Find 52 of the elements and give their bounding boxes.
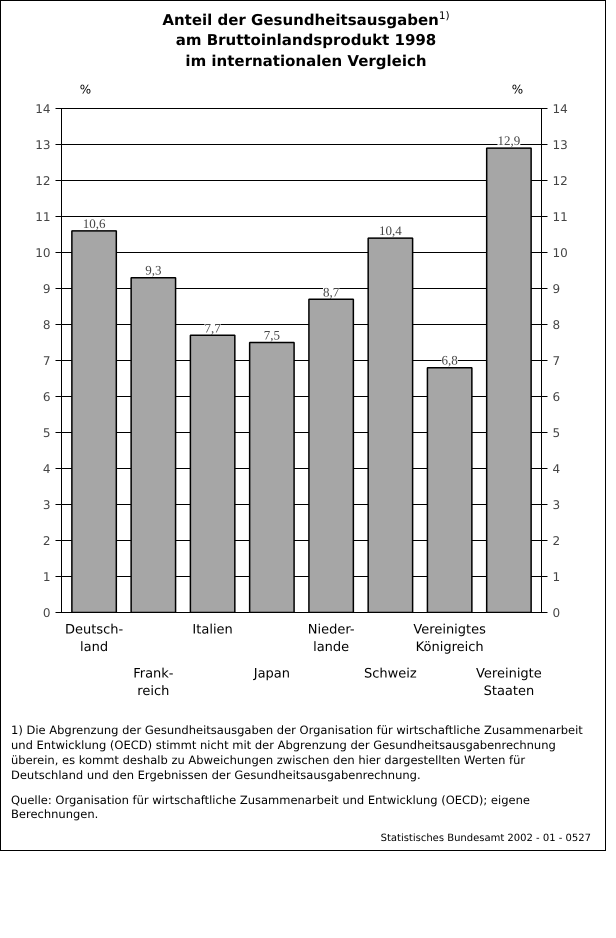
y-tick-label: 10 xyxy=(35,246,51,260)
y-tick-label: 0 xyxy=(42,606,51,620)
y-tick-label: 14 xyxy=(35,102,51,116)
data-label: 12,9 xyxy=(498,132,520,148)
y2-tick-label: 1 xyxy=(552,570,560,584)
y2-tick-label: 0 xyxy=(552,606,560,620)
y-tick-label: 3 xyxy=(42,498,51,512)
text: 1) Die Abgrenzung der Gesundheitsausgaben der Organisation für wirtschaftliche Zusammenarbeit und Entwicklung (OECD) stimmt nicht mit der Abgrenzung der Gesundheitsausgabenrechnung überein, es kommt deshalb zu Abweichungen zwischen den hier dargestellten Werten für Deutschland und den Ergebnissen der Gesundheitsausgabenrechnung. xyxy=(11,722,584,782)
y2-tick-label: 11 xyxy=(552,210,568,224)
y-tick-label: 5 xyxy=(42,426,51,440)
y-tick-label: 1 xyxy=(42,570,51,584)
y-tick-label: 12 xyxy=(35,174,51,188)
y2-tick-label: 3 xyxy=(552,498,560,512)
data-label: 10,6 xyxy=(82,216,106,231)
y2-tick-label: 2 xyxy=(552,534,560,548)
y2-tick-label: 13 xyxy=(552,138,568,152)
y-tick-label: 2 xyxy=(42,534,51,548)
y-axis-title: % xyxy=(80,82,92,96)
x-tick-label: Schweiz xyxy=(364,666,417,682)
chart-title: Anteil der Gesundheitsausgaben$^{1)}$ am Bruttoinlandsprodukt 1998 im internationalen Vergleich xyxy=(162,9,450,71)
x-tick-label: Deutsch- land xyxy=(64,622,124,654)
x-tick-label: Japan xyxy=(252,666,290,682)
y2-tick-label: 6 xyxy=(552,390,560,404)
data-label: 8,7 xyxy=(323,284,340,300)
y2-tick-label: 10 xyxy=(552,246,568,260)
y2-axis-title: % xyxy=(512,82,524,96)
y2-tick-label: 4 xyxy=(552,462,560,476)
data-label: 10,4 xyxy=(379,222,402,238)
x-tick-label: Frank- reich xyxy=(133,666,174,698)
x-tick-label: Vereinigte Staaten xyxy=(476,666,542,698)
y-tick-label: 9 xyxy=(42,282,51,296)
data-label: 9,3 xyxy=(145,262,162,278)
x-tick-label: Italien xyxy=(192,622,233,638)
y-tick-label: 11 xyxy=(35,210,51,224)
y-tick-label: 7 xyxy=(42,354,51,368)
source-note: Quelle: Organisation für wirtschaftliche Zusammenarbeit und Entwicklung (OECD); eigene Berechnungen. xyxy=(11,792,531,822)
y2-tick-label: 14 xyxy=(552,102,568,116)
data-label: 6,8 xyxy=(442,352,458,368)
y-tick-label: 4 xyxy=(42,462,51,476)
data-label: 7,7 xyxy=(204,320,222,336)
y2-tick-label: 8 xyxy=(552,318,560,332)
y-tick-label: 8 xyxy=(42,318,51,332)
y-tick-label: 6 xyxy=(42,390,51,404)
y-tick-label: 13 xyxy=(35,138,51,152)
y2-tick-label: 7 xyxy=(552,354,560,368)
x-tick-label: Vereinigtes Königreich xyxy=(413,622,486,654)
data-label: 7,5 xyxy=(264,327,280,342)
text: Statistisches Bundesamt 2002 - 01 - 0527 xyxy=(380,832,591,846)
y2-tick-label: 12 xyxy=(552,174,568,188)
y2-tick-label: 9 xyxy=(552,282,560,296)
x-tick-label: Nieder- lande xyxy=(308,622,355,654)
y2-tick-label: 5 xyxy=(552,426,560,440)
